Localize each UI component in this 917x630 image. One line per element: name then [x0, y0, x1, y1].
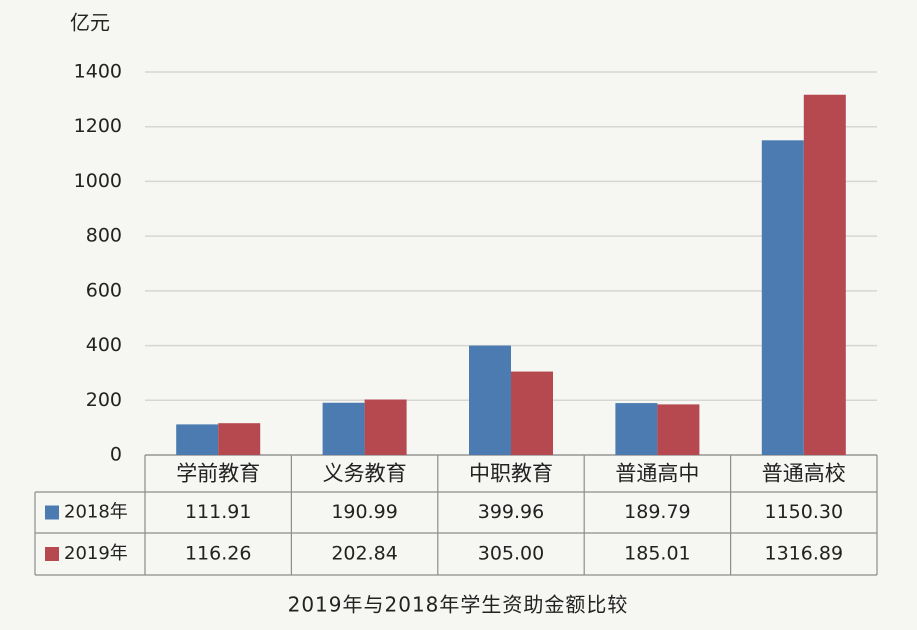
x-tick-label: 中职教育 — [469, 462, 553, 486]
bar — [615, 403, 658, 455]
x-tick-label: 义务教育 — [323, 462, 407, 486]
x-tick-label: 普通高校 — [762, 462, 846, 486]
y-tick-label: 1200 — [74, 115, 122, 137]
data-label: 189.79 — [624, 501, 690, 523]
data-label: 111.91 — [185, 501, 251, 523]
data-label: 190.99 — [331, 501, 397, 523]
y-tick-label: 1400 — [74, 61, 122, 83]
bar — [364, 399, 407, 455]
data-label: 305.00 — [478, 543, 544, 565]
bar — [511, 371, 553, 455]
legend-swatch — [45, 505, 59, 520]
y-tick-label: 1000 — [74, 170, 122, 192]
bar — [657, 404, 700, 455]
bar — [803, 94, 846, 456]
data-label: 185.01 — [624, 543, 690, 565]
legend-swatch — [45, 547, 59, 561]
bar — [322, 402, 365, 455]
y-tick-label: 800 — [86, 225, 122, 247]
data-label: 399.96 — [478, 501, 544, 523]
legend-label: 2018年 — [64, 502, 128, 523]
data-label: 1150.30 — [765, 501, 844, 523]
y-tick-label: 0 — [110, 444, 122, 466]
y-tick-label: 400 — [86, 334, 122, 356]
bar — [176, 424, 219, 455]
y-tick-label: 600 — [86, 279, 122, 301]
x-tick-label: 学前教育 — [176, 462, 260, 486]
data-label: 202.84 — [331, 543, 397, 565]
bar — [761, 140, 804, 455]
x-tick-label: 普通高中 — [615, 462, 699, 486]
bar — [469, 345, 511, 455]
chart-title: 2019年与2018年学生资助金额比较 — [288, 593, 629, 617]
bar — [218, 423, 261, 455]
y-tick-label: 200 — [86, 389, 122, 411]
legend-label: 2019年 — [64, 543, 128, 564]
data-label: 1316.89 — [765, 543, 844, 565]
data-label: 116.26 — [185, 543, 251, 565]
y-axis-label: 亿元 — [70, 11, 110, 35]
